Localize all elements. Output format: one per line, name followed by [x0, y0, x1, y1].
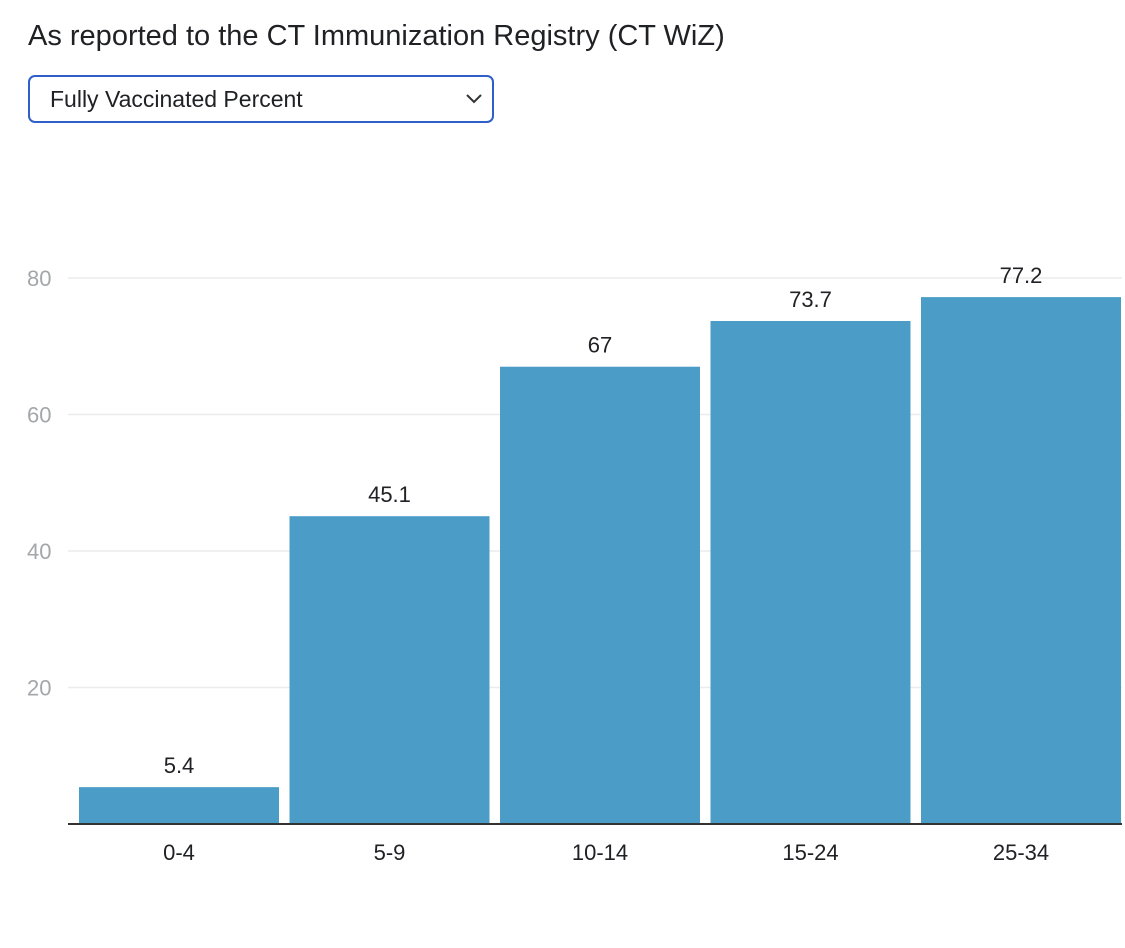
bar — [921, 297, 1121, 824]
bar — [500, 366, 700, 824]
y-tick-label: 20 — [27, 676, 51, 701]
x-tick-label: 10-14 — [572, 840, 628, 865]
chevron-down-icon — [466, 94, 482, 104]
bar-value-label: 77.2 — [1000, 263, 1043, 288]
bar-value-label: 73.7 — [789, 287, 832, 312]
metric-select[interactable]: Fully Vaccinated Percent — [28, 75, 494, 123]
metric-select-value: Fully Vaccinated Percent — [50, 86, 303, 112]
y-tick-label: 40 — [27, 539, 51, 564]
bar-value-label: 45.1 — [368, 482, 411, 507]
y-tick-label: 60 — [27, 403, 51, 428]
chart-subtitle: As reported to the CT Immunization Regis… — [28, 20, 725, 52]
x-tick-label: 0-4 — [163, 840, 195, 865]
bar-value-label: 5.4 — [164, 753, 195, 778]
x-tick-label: 25-34 — [993, 840, 1049, 865]
y-tick-label: 80 — [27, 266, 51, 291]
bar — [79, 787, 279, 824]
bar — [289, 516, 490, 824]
bar — [710, 320, 911, 824]
bar-value-label: 67 — [588, 333, 612, 358]
x-tick-label: 15-24 — [782, 840, 838, 865]
x-tick-label: 5-9 — [374, 840, 406, 865]
